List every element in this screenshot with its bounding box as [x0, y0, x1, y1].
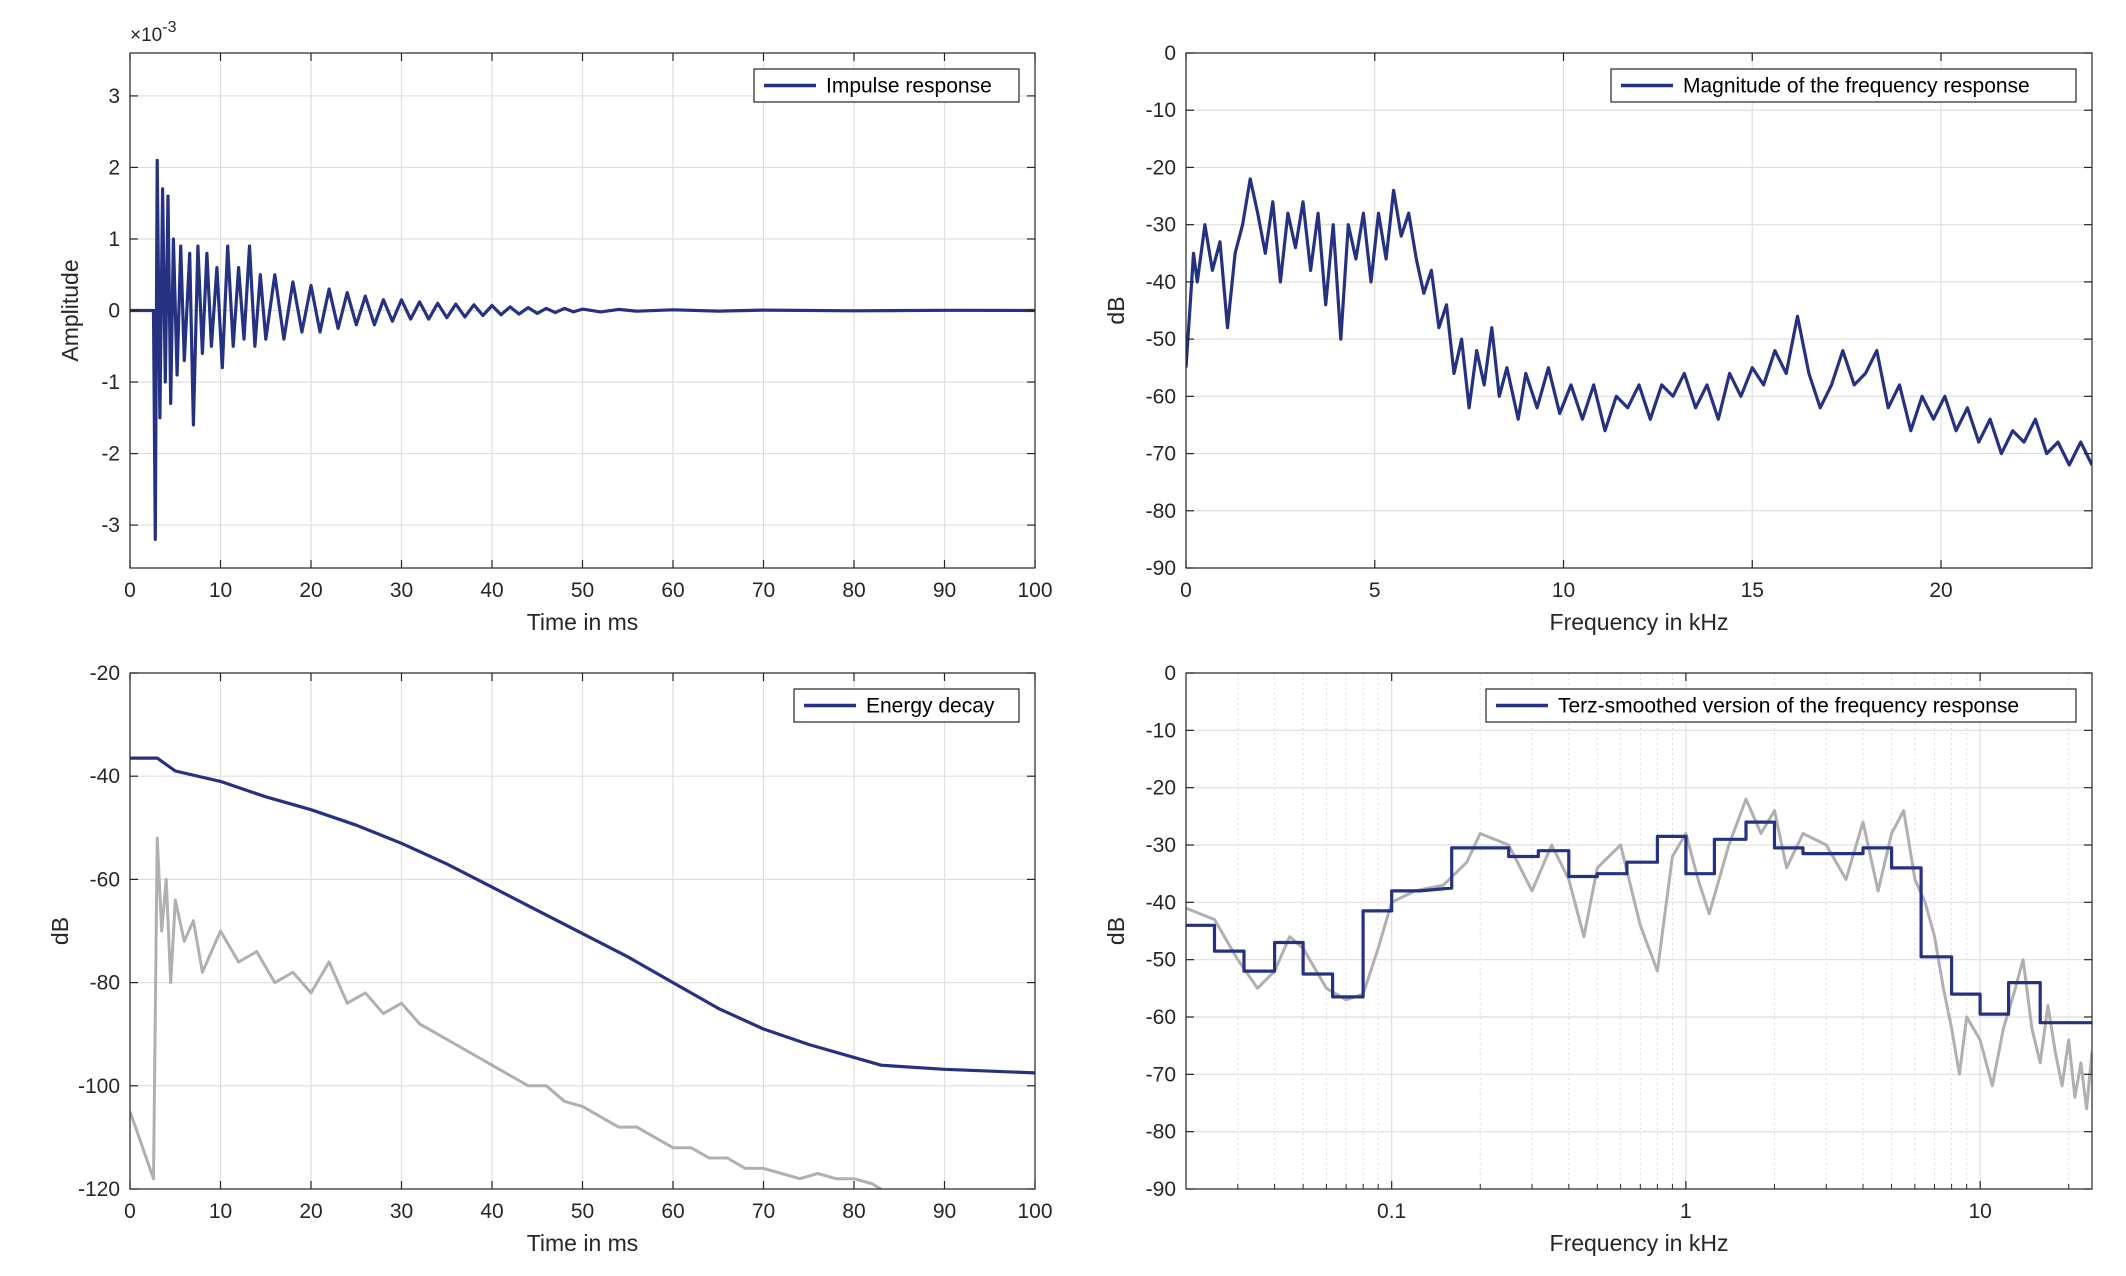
x-tick-label: 10: [1552, 579, 1575, 602]
series-line-primary: [1186, 820, 2092, 1025]
x-axis-label: Time in ms: [527, 1230, 639, 1256]
legend-box: [1485, 688, 2077, 723]
x-tick-label: 20: [1929, 579, 1952, 602]
x-tick-label: 30: [390, 579, 413, 602]
x-tick-label: 10: [209, 579, 232, 602]
x-tick-label: 80: [842, 1200, 865, 1223]
y-tick-label: -30: [1146, 214, 1176, 237]
x-tick-label: 0.1: [1377, 1200, 1406, 1223]
plot-area: [1186, 673, 2092, 1189]
x-tick-label: 0: [1180, 579, 1192, 602]
y-tick-label: -60: [90, 868, 120, 891]
y-tick-label: -40: [90, 765, 120, 788]
y-tick-label: -90: [1146, 1178, 1176, 1201]
x-axis-label: Time in ms: [527, 609, 639, 635]
y-axis-label: Amplitude: [57, 259, 83, 361]
series-line-secondary: [130, 836, 882, 1189]
y-axis-label: dB: [47, 917, 73, 945]
legend-entry-label: Impulse response: [826, 75, 992, 98]
series-line-primary: [1186, 177, 2092, 467]
x-tick-label: 40: [480, 579, 503, 602]
x-tick-label: 60: [661, 579, 684, 602]
x-tick-label: 80: [842, 579, 865, 602]
y-axis-label: dB: [1103, 917, 1129, 945]
y-tick-label: -120: [78, 1178, 120, 1201]
x-tick-label: 70: [752, 579, 775, 602]
x-tick-label: 20: [299, 579, 322, 602]
y-tick-label: 0: [108, 300, 120, 323]
y-tick-label: 2: [108, 156, 120, 179]
axes-box: [1185, 672, 2093, 1190]
legend-entry-label: Magnitude of the frequency response: [1683, 75, 2030, 98]
legend: Terz-smoothed version of the frequency r…: [1485, 688, 2077, 723]
y-tick-label: -100: [78, 1075, 120, 1098]
y-tick-label: 3: [108, 85, 120, 108]
legend: Impulse response: [753, 68, 1020, 103]
y-tick-label: -80: [1146, 1121, 1176, 1144]
x-tick-label: 100: [1017, 579, 1052, 602]
x-tick-label: 60: [661, 1200, 684, 1223]
series-line-secondary: [1186, 797, 2092, 1111]
series-line-primary: [130, 158, 1035, 542]
y-tick-label: 0: [1164, 662, 1176, 685]
x-tick-label: 90: [933, 1200, 956, 1223]
chart-panel-1: 0 10 20 30 40 50 60 70 80 90 100 -3 -2 -1 0 1 2 3 ×10-3 Tim…: [57, 19, 1053, 635]
legend: Magnitude of the frequency response: [1610, 68, 2077, 103]
y-tick-label: -30: [1146, 834, 1176, 857]
y-tick-label: -50: [1146, 949, 1176, 972]
y-tick-label: -20: [1146, 777, 1176, 800]
chart-panel-3: 0 10 20 30 40 50 60 70 80 90 100 -20 -40 -60 -80 -100 -1…: [47, 662, 1053, 1256]
x-tick-label: 90: [933, 579, 956, 602]
axes-box: [1185, 52, 2093, 569]
y-tick-label: -10: [1146, 719, 1176, 742]
y-tick-label: -80: [1146, 500, 1176, 523]
x-tick-label: 0: [124, 579, 136, 602]
legend: Energy decay: [793, 688, 1020, 723]
chart-panel-2: 0 5 10 15 20 0 -10 -20 -30 -40 -50 -60 -70 -80 -90 Freq…: [1103, 42, 2093, 635]
y-tick-label: -60: [1146, 1006, 1176, 1029]
y-tick-label: -1: [101, 371, 120, 394]
x-tick-label: 0: [124, 1200, 136, 1223]
y-tick-label: -20: [1146, 156, 1176, 179]
y-tick-label: 1: [108, 228, 120, 251]
y-tick-label: -80: [90, 972, 120, 995]
y-tick-label: -20: [90, 662, 120, 685]
y-tick-label: -40: [1146, 271, 1176, 294]
legend-box: [1610, 68, 2077, 103]
series-line-primary: [130, 756, 1035, 1075]
x-tick-label: 1: [1680, 1200, 1692, 1223]
chart-panel-4: 0.1 1 10 0 -10 -20 -30 -40 -50 -60 -70 -80 -90 Freque…: [1103, 662, 2093, 1256]
y-tick-label: -70: [1146, 1063, 1176, 1086]
x-tick-label: 50: [571, 1200, 594, 1223]
x-tick-label: 10: [1968, 1200, 1991, 1223]
y-tick-label: -90: [1146, 557, 1176, 580]
plot-area: [1186, 53, 2092, 568]
y-tick-label: -3: [101, 514, 120, 537]
x-tick-label: 100: [1017, 1200, 1052, 1223]
y-tick-label: 0: [1164, 42, 1176, 65]
legend-entry-label: Terz-smoothed version of the frequency r…: [1558, 695, 2019, 718]
x-tick-label: 10: [209, 1200, 232, 1223]
y-tick-label: -70: [1146, 443, 1176, 466]
y-tick-label: -50: [1146, 328, 1176, 351]
y-exponent-label: ×10-3: [130, 19, 177, 46]
x-tick-label: 15: [1741, 579, 1764, 602]
x-tick-label: 50: [571, 579, 594, 602]
x-tick-label: 30: [390, 1200, 413, 1223]
x-tick-label: 20: [299, 1200, 322, 1223]
legend-entry-label: Energy decay: [866, 695, 995, 718]
x-tick-label: 40: [480, 1200, 503, 1223]
x-axis-label: Frequency in kHz: [1550, 609, 1729, 635]
x-tick-label: 70: [752, 1200, 775, 1223]
x-tick-label: 5: [1369, 579, 1381, 602]
y-tick-label: -10: [1146, 99, 1176, 122]
x-axis-label: Frequency in kHz: [1550, 1230, 1729, 1256]
y-tick-label: -40: [1146, 891, 1176, 914]
y-tick-label: -60: [1146, 385, 1176, 408]
grid-lines: [1185, 672, 2092, 1190]
y-tick-label: -2: [101, 443, 120, 466]
y-axis-label: dB: [1103, 296, 1129, 324]
